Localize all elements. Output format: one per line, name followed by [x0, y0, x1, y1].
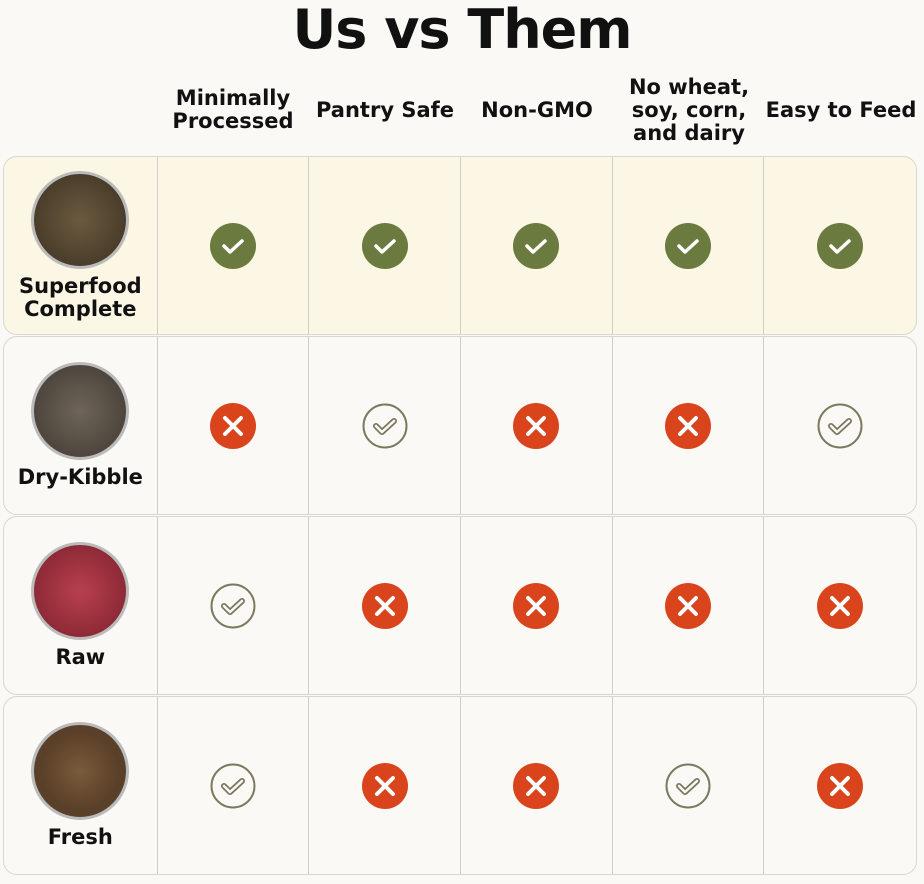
column-header: Pantry Safe [315, 97, 455, 122]
table-cell [613, 517, 765, 694]
check-outline-check-icon [210, 763, 256, 809]
table-cell [309, 697, 461, 874]
table-cell [158, 157, 310, 334]
cross-cross-icon [665, 582, 711, 629]
table-cell [764, 517, 916, 694]
row-label-cell: Dry-Kibble [4, 337, 158, 514]
row-label: Dry-Kibble [17, 465, 143, 489]
fresh-food-bowl-image [31, 722, 130, 820]
row-label: Fresh [47, 825, 113, 849]
table-cell [461, 157, 613, 334]
column-header: No wheat, soy, corn, and dairy [628, 74, 750, 145]
row-label: Superfood Complete [18, 273, 142, 321]
table-cell [461, 337, 613, 514]
check-outline-check-icon [817, 403, 863, 449]
table-cell [764, 157, 916, 334]
column-header: Non-GMO [481, 97, 593, 122]
column-headers: Minimally Processed Pantry Safe Non-GMO No … [157, 70, 917, 150]
raw-meat-bowl-image [31, 542, 130, 640]
dry-kibble-bowl-image [31, 362, 130, 460]
table-cell [461, 517, 613, 694]
check-filled-check-icon [817, 222, 864, 269]
row-label-cell: Fresh [4, 697, 158, 874]
cross-cross-icon [513, 762, 560, 809]
table-row: Superfood Complete [3, 156, 917, 335]
cross-cross-icon [513, 582, 560, 629]
table-cell [158, 517, 310, 694]
cross-cross-icon [817, 762, 864, 809]
row-label: Raw [55, 645, 106, 669]
row-label-cell: Superfood Complete [4, 157, 158, 334]
table-cell [158, 697, 310, 874]
table-cell [613, 337, 765, 514]
table-cell [764, 697, 916, 874]
cross-cross-icon [209, 402, 256, 449]
row-label-cell: Raw [4, 517, 158, 694]
table-cell [309, 517, 461, 694]
cross-cross-icon [513, 402, 560, 449]
page-title: Us vs Them [292, 0, 632, 61]
cross-cross-icon [665, 402, 711, 449]
check-filled-check-icon [513, 222, 560, 269]
table-cell [764, 337, 916, 514]
check-filled-check-icon [209, 222, 256, 269]
table-cell [309, 337, 461, 514]
kibble-chunks-bowl-image [31, 170, 130, 269]
table-row: Dry-Kibble [3, 336, 917, 515]
column-header: Minimally Processed [172, 86, 294, 133]
table-cell [613, 157, 765, 334]
cross-cross-icon [361, 582, 408, 629]
cross-cross-icon [361, 762, 408, 809]
cross-cross-icon [817, 582, 864, 629]
table-row: Fresh [3, 696, 917, 875]
check-filled-check-icon [665, 222, 711, 269]
check-outline-check-icon [210, 583, 256, 629]
table-cell [461, 697, 613, 874]
table-cell [158, 337, 310, 514]
column-header: Easy to Feed [765, 97, 917, 122]
check-outline-check-icon [362, 403, 408, 449]
table-row: Raw [3, 516, 917, 695]
check-filled-check-icon [361, 222, 408, 269]
check-outline-check-icon [665, 763, 711, 809]
table-cell [613, 697, 765, 874]
table-cell [309, 157, 461, 334]
